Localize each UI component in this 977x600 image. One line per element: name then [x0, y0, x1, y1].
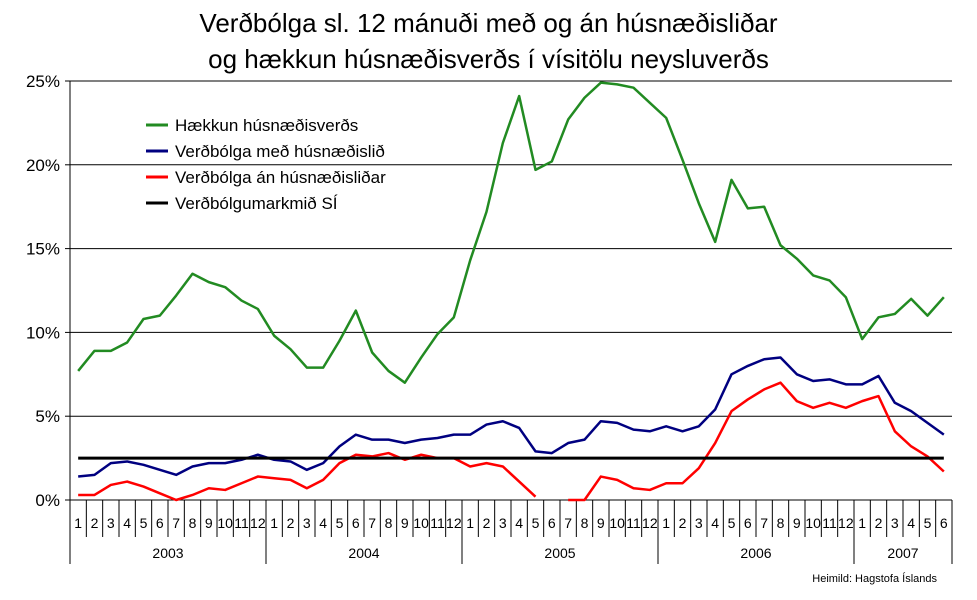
x-tick-label-month: 6	[744, 515, 752, 531]
x-tick-label-month: 10	[805, 515, 821, 531]
x-tick-label-month: 7	[564, 515, 572, 531]
legend-label-3: Verðbólga án húsnæðisliðar	[175, 168, 386, 187]
x-tick-label-month: 7	[760, 515, 768, 531]
x-tick-label-month: 5	[336, 515, 344, 531]
x-tick-label-month: 2	[91, 515, 99, 531]
x-tick-label-month: 3	[499, 515, 507, 531]
x-tick-label-month: 8	[777, 515, 785, 531]
x-tick-label-month: 11	[626, 515, 641, 531]
y-tick-label: 0%	[35, 491, 60, 510]
x-tick-label-month: 9	[205, 515, 213, 531]
series-line-2	[78, 356, 945, 478]
axes	[65, 80, 953, 564]
y-tick-label: 15%	[26, 240, 60, 259]
series-lines	[77, 81, 945, 502]
x-tick-label-month: 4	[123, 515, 131, 531]
x-tick-label-month: 11	[822, 515, 837, 531]
x-tick-label-month: 5	[532, 515, 540, 531]
x-tick-label-month: 8	[189, 515, 197, 531]
x-tick-label-month: 9	[793, 515, 801, 531]
x-tick-label-month: 11	[430, 515, 445, 531]
x-tick-label-month: 12	[446, 515, 462, 531]
legend: Hækkun húsnæðisverðs Verðbólga með húsnæð…	[146, 116, 386, 213]
chart-title-line-1: Verðbólga sl. 12 mánuði með og án húsnæð…	[199, 8, 778, 38]
x-tick-labels: 1 2 3 4 5 6 7 8 9 10 11 12 1 2 3 4 5 6 7 8 9 10 11 12 1 2 3 4 5 6 7 8 9 1…	[74, 515, 948, 561]
x-tick-label-year: 2006	[740, 545, 771, 561]
x-tick-label-month: 1	[662, 515, 670, 531]
x-tick-label-month: 10	[217, 515, 233, 531]
x-tick-label-month: 8	[385, 515, 393, 531]
x-tick-label-month: 5	[140, 515, 148, 531]
x-tick-label-month: 3	[303, 515, 311, 531]
x-tick-label-month: 6	[352, 515, 360, 531]
x-tick-label-month: 12	[250, 515, 266, 531]
x-tick-label-month: 1	[74, 515, 82, 531]
series-line-1	[77, 81, 945, 384]
x-tick-label-month: 6	[548, 515, 556, 531]
chart-title-line-2: og hækkun húsnæðisverðs í vísitölu neysl…	[208, 44, 769, 74]
x-tick-label-year: 2003	[152, 545, 183, 561]
x-tick-label-month: 7	[368, 515, 376, 531]
x-tick-label-year: 2005	[544, 545, 575, 561]
x-tick-label-month: 9	[401, 515, 409, 531]
x-tick-label-month: 7	[172, 515, 180, 531]
y-tick-label: 10%	[26, 323, 60, 342]
x-tick-label-month: 2	[287, 515, 295, 531]
x-tick-label-month: 4	[319, 515, 327, 531]
x-tick-label-month: 9	[597, 515, 605, 531]
x-tick-label-month: 4	[907, 515, 915, 531]
y-tick-label: 20%	[26, 156, 60, 175]
x-tick-label-month: 5	[924, 515, 932, 531]
y-tick-label: 5%	[35, 407, 60, 426]
x-tick-label-month: 12	[838, 515, 854, 531]
x-tick-label-month: 10	[609, 515, 625, 531]
x-tick-label-month: 4	[711, 515, 719, 531]
series-line-3	[78, 381, 945, 502]
x-tick-label-month: 6	[940, 515, 948, 531]
source-note: Heimild: Hagstofa Íslands	[812, 573, 937, 585]
legend-label-2: Verðbólga með húsnæðislið	[175, 142, 385, 161]
x-tick-label-month: 12	[642, 515, 658, 531]
x-tick-label-year: 2007	[887, 545, 918, 561]
x-tick-label-month: 3	[107, 515, 115, 531]
x-tick-label-month: 11	[234, 515, 249, 531]
legend-label-4: Verðbólgumarkmið SÍ	[175, 194, 338, 213]
x-tick-label-month: 1	[466, 515, 474, 531]
x-tick-label-month: 2	[483, 515, 491, 531]
y-tick-labels: 0% 5% 10% 15% 20% 25%	[26, 72, 60, 510]
x-tick-label-month: 3	[695, 515, 703, 531]
x-tick-label-month: 10	[413, 515, 429, 531]
x-tick-label-month: 3	[891, 515, 899, 531]
x-tick-label-year: 2004	[348, 545, 379, 561]
y-tick-label: 25%	[26, 72, 60, 91]
x-tick-label-month: 1	[270, 515, 278, 531]
x-tick-label-month: 8	[581, 515, 589, 531]
legend-label-1: Hækkun húsnæðisverðs	[175, 116, 358, 135]
x-tick-label-month: 2	[679, 515, 687, 531]
x-tick-label-month: 5	[728, 515, 736, 531]
x-tick-label-month: 1	[858, 515, 866, 531]
x-tick-label-month: 6	[156, 515, 164, 531]
x-tick-label-month: 2	[875, 515, 883, 531]
x-tick-label-month: 4	[515, 515, 523, 531]
